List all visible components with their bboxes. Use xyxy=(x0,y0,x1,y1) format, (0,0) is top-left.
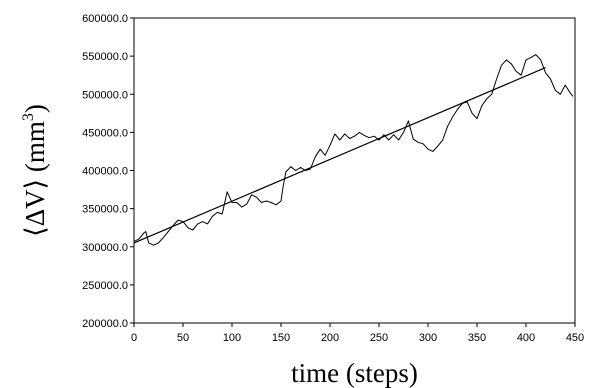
series-layer xyxy=(133,54,574,246)
x-tick-label: 200 xyxy=(321,332,339,344)
y-tick-label: 200000.0 xyxy=(82,318,128,330)
x-axis-ticks: 0 50 100 150 200 250 300 350 400 450 xyxy=(131,323,584,344)
y-tick-label: 500000.0 xyxy=(82,89,128,101)
x-tick-label: 400 xyxy=(517,332,535,344)
y-axis-ticks: 200000.0 250000.0 300000.0 350000.0 400000.0… xyxy=(82,13,134,330)
x-tick-label: 0 xyxy=(131,332,137,344)
y-axis-title: ⟨ΔV⟩ (mm3) xyxy=(20,104,50,237)
y-tick-label: 400000.0 xyxy=(82,166,128,178)
y-tick-label: 350000.0 xyxy=(82,204,128,216)
x-tick-label: 250 xyxy=(370,332,388,344)
x-tick-label: 300 xyxy=(419,332,437,344)
x-tick-label: 100 xyxy=(223,332,241,344)
y-tick-label: 600000.0 xyxy=(82,13,128,25)
x-tick-label: 450 xyxy=(566,332,584,344)
y-tick-label: 250000.0 xyxy=(82,280,128,292)
y-tick-label: 300000.0 xyxy=(82,242,128,254)
y-tick-label: 550000.0 xyxy=(82,51,128,63)
y-axis-title-suffix: ) xyxy=(20,104,50,113)
y-axis-title-superscript: 3 xyxy=(20,113,37,121)
y-axis-title-main: ⟨ΔV⟩ (mm xyxy=(20,121,50,237)
data-series-line xyxy=(133,54,574,246)
trend-line xyxy=(133,67,546,244)
x-tick-label: 50 xyxy=(177,332,189,344)
x-axis-title: time (steps) xyxy=(291,358,418,388)
plot-frame xyxy=(133,17,576,324)
y-tick-label: 450000.0 xyxy=(82,127,128,139)
x-tick-label: 350 xyxy=(468,332,486,344)
x-tick-label: 150 xyxy=(272,332,290,344)
